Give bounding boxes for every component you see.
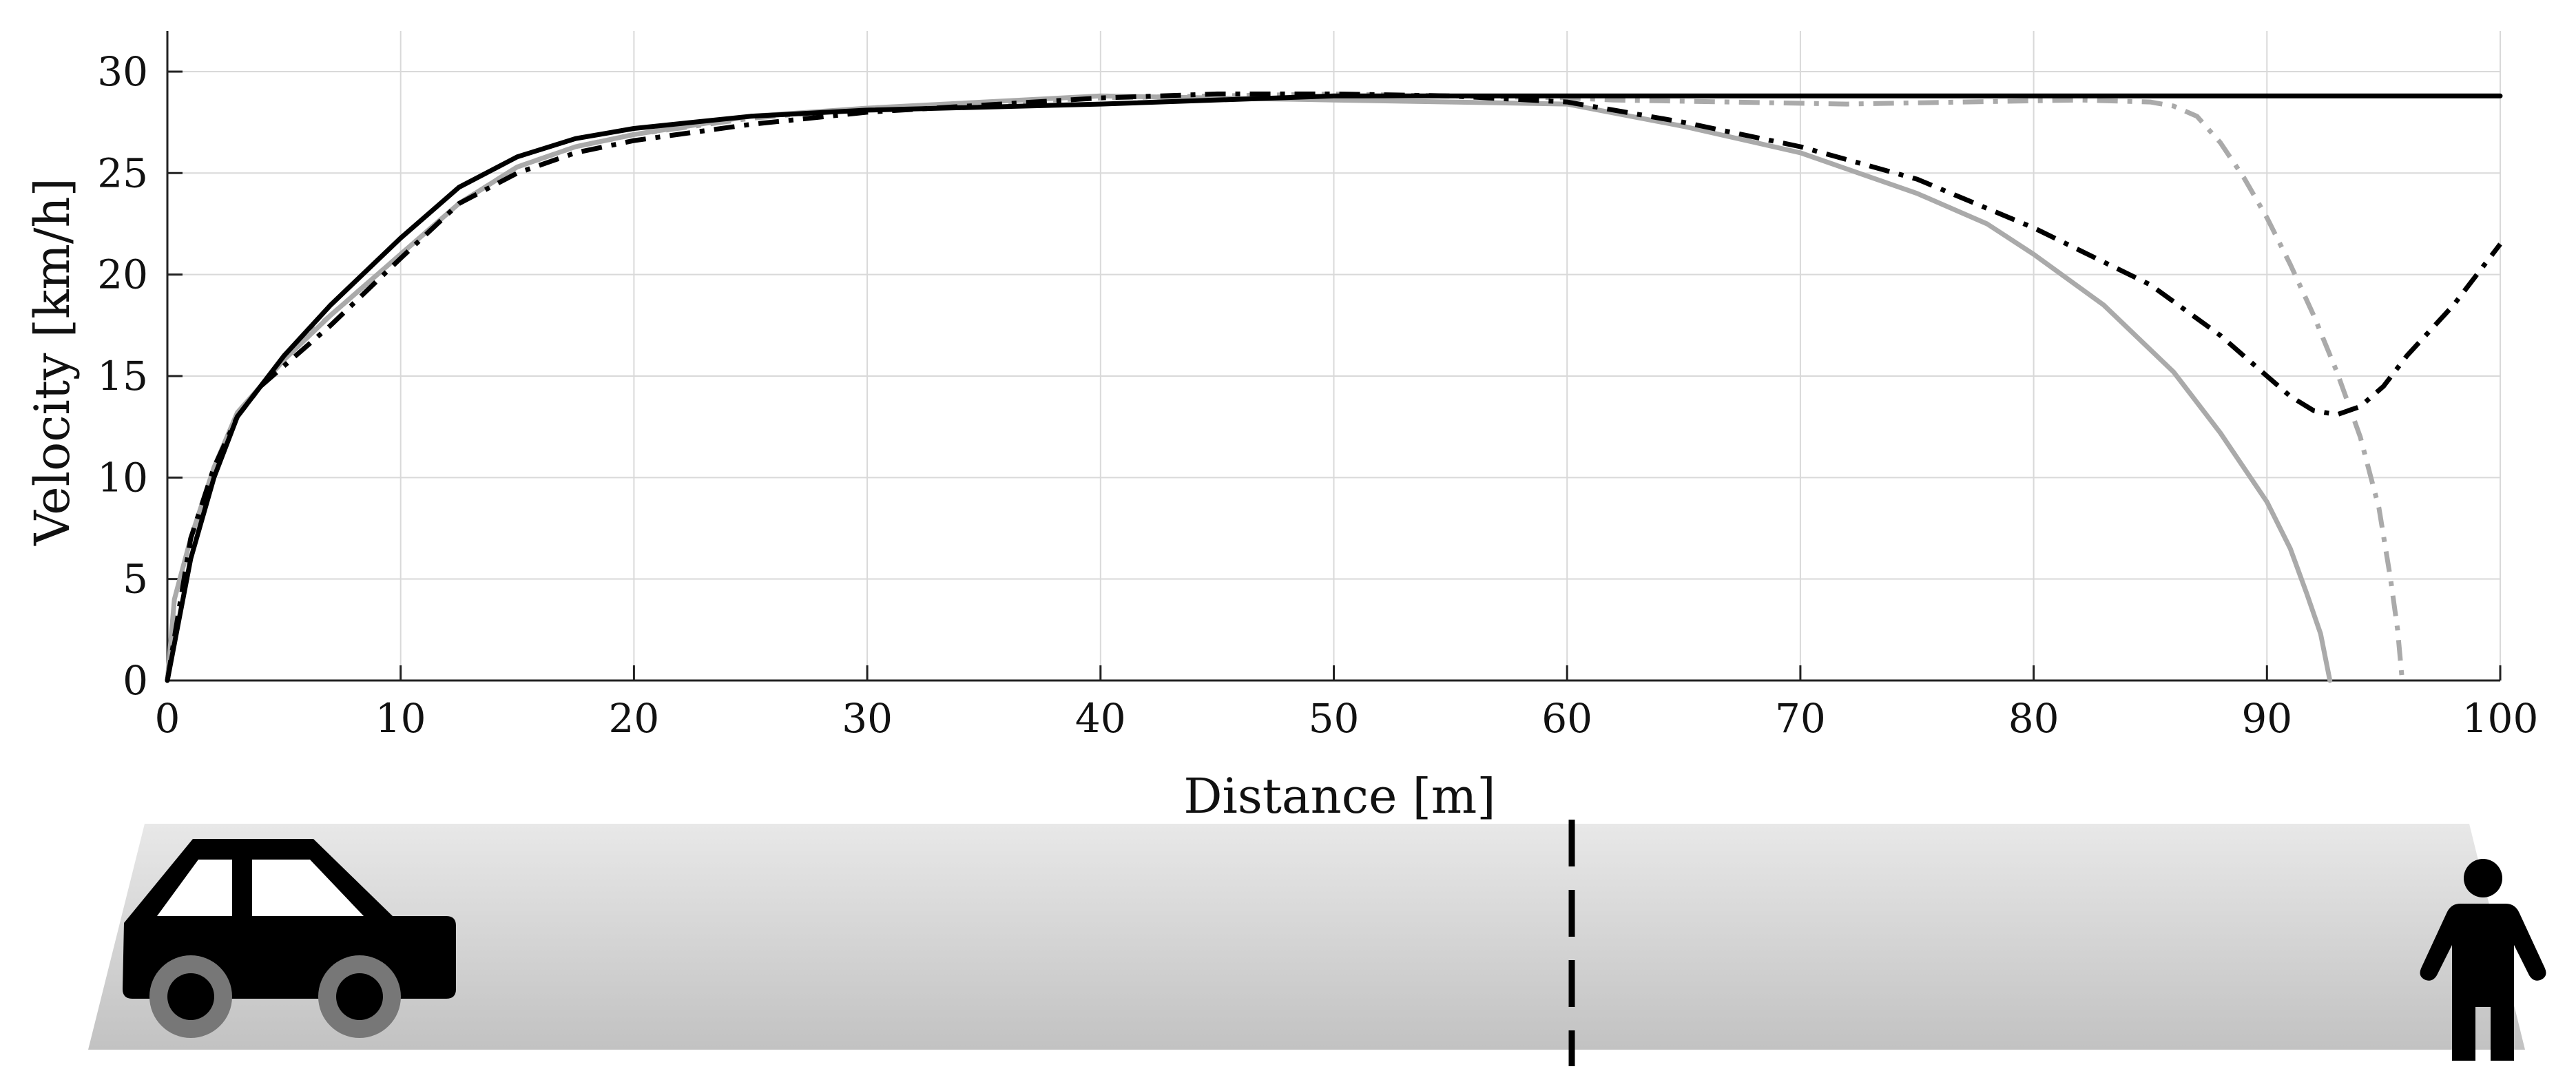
y-tick-label: 5 [123, 556, 148, 603]
y-tick-label: 15 [97, 353, 148, 399]
x-tick-label: 100 [2462, 695, 2539, 742]
y-tick-label: 0 [123, 657, 148, 704]
pedestrian-icon [2420, 859, 2546, 1061]
x-tick-label: 50 [1309, 695, 1360, 742]
y-tick-label: 10 [97, 454, 148, 501]
y-tick-label: 25 [97, 149, 148, 196]
grid-lines [167, 31, 2501, 681]
velocity-chart: 0 10 20 30 40 50 60 70 80 90 100 0 5 10 15 20 25 30 Dista… [24, 31, 2538, 824]
x-tick-label: 30 [842, 695, 893, 742]
axes [166, 31, 2502, 682]
x-tick-label: 90 [2241, 695, 2292, 742]
x-tick-label: 60 [1541, 695, 1592, 742]
road [88, 824, 2525, 1050]
series-line-1 [165, 93, 2503, 683]
x-tick-label: 80 [2008, 695, 2059, 742]
road-scene [88, 820, 2546, 1066]
series-line-4 [165, 91, 2405, 681]
x-tick-label: 0 [155, 695, 180, 742]
y-tick-label: 20 [97, 251, 148, 298]
y-tick-label: 30 [97, 48, 148, 95]
x-axis-label: Distance [m] [1183, 768, 1495, 824]
x-tick-label: 20 [608, 695, 659, 742]
car-icon [123, 839, 456, 1038]
x-tick-label: 40 [1075, 695, 1126, 742]
tick-labels: 0 10 20 30 40 50 60 70 80 90 100 0 5 10 15 20 25 30 [97, 48, 2538, 742]
y-axis-label: Velocity [km/h] [24, 178, 81, 546]
x-tick-label: 10 [375, 695, 426, 742]
x-tick-label: 70 [1775, 695, 1826, 742]
series-layer [165, 91, 2503, 683]
series-line-2 [165, 91, 2502, 681]
series-line-3 [165, 93, 2333, 683]
